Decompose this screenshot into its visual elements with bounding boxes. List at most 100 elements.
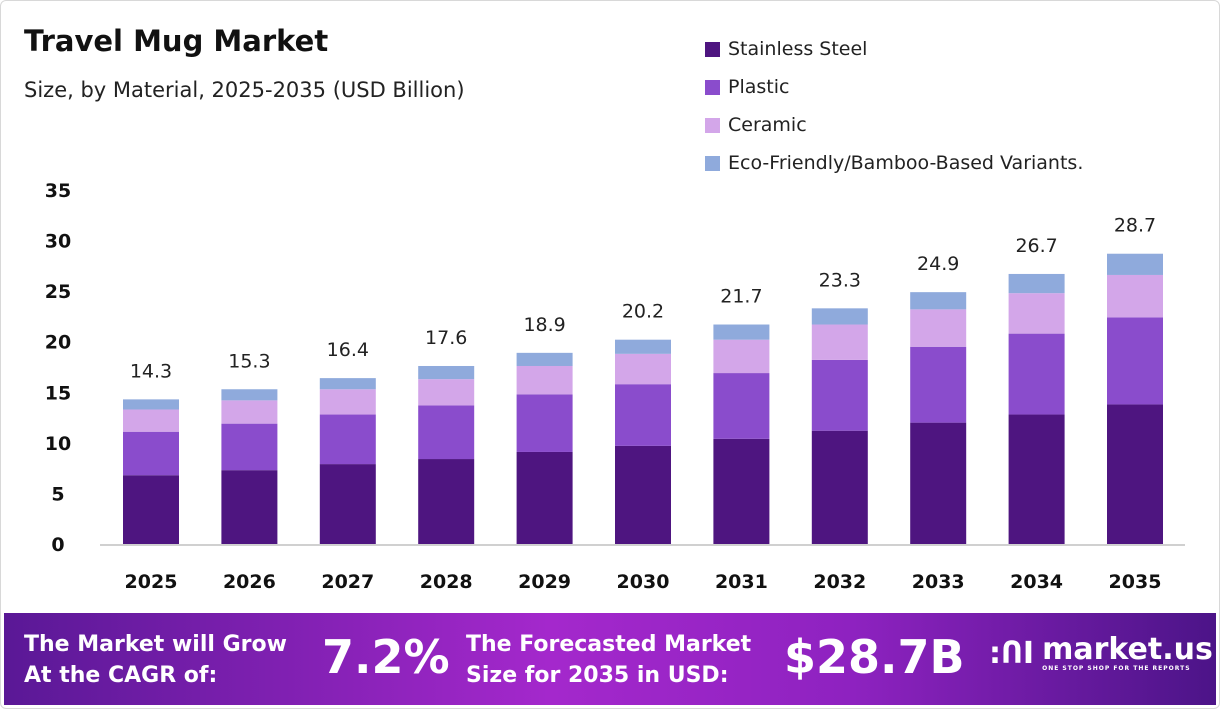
y-tick-label: 25: [45, 281, 71, 303]
x-tick-label: 2025: [125, 571, 178, 593]
bar-segment-2034-stainless: [1008, 414, 1065, 544]
logo-name: market.us: [1042, 632, 1213, 667]
x-tick-label: 2032: [813, 571, 866, 593]
bar-segment-2025-plastic: [123, 431, 179, 476]
forecast-label: The Forecasted Market Size for 2035 in US…: [466, 629, 751, 691]
bar-segment-2030-ceramic: [615, 353, 671, 385]
bar-total-label: 26.7: [1015, 235, 1057, 257]
chart-subtitle: Size, by Material, 2025-2035 (USD Billio…: [24, 78, 465, 102]
cagr-label: The Market will Grow At the CAGR of:: [24, 629, 287, 691]
market-us-logo: :ՈI market.us ONE STOP SHOP FOR THE REPOR…: [989, 632, 1213, 673]
bar-segment-2033-plastic: [910, 346, 967, 423]
bar-segment-2026-plastic: [221, 423, 278, 471]
bar-total-label: 17.6: [425, 327, 467, 349]
y-tick-label: 0: [51, 534, 64, 556]
bar-segment-2033-stainless: [910, 422, 967, 544]
bar-total-label: 16.4: [327, 339, 369, 361]
chart-plot: 0510152025303514.3202515.3202616.4202717…: [45, 180, 1185, 593]
legend-item-eco: Eco-Friendly/Bamboo-Based Variants.: [705, 144, 1083, 182]
bar-segment-2034-plastic: [1008, 333, 1065, 415]
x-tick-label: 2026: [223, 571, 276, 593]
bar-segment-2032-stainless: [811, 430, 868, 544]
y-tick-label: 5: [51, 483, 64, 505]
x-tick-label: 2030: [617, 571, 670, 593]
bar-segment-2031-stainless: [713, 438, 770, 544]
bar-segment-2025-ceramic: [123, 409, 179, 432]
bar-segment-2031-plastic: [713, 373, 770, 439]
bar-segment-2032-eco-friendly: [811, 308, 868, 325]
bar-segment-2030-plastic: [615, 384, 671, 446]
forecast-value: $28.7B: [784, 630, 965, 684]
y-tick-label: 10: [45, 433, 71, 455]
bar-segment-2035-eco-friendly: [1107, 253, 1163, 275]
bar-segment-2032-plastic: [811, 359, 868, 431]
bar-total-label: 20.2: [622, 301, 664, 323]
bar-segment-2030-stainless: [615, 445, 671, 544]
legend-item-plastic: Plastic: [705, 68, 1083, 106]
bar-segment-2029-stainless: [516, 451, 573, 544]
legend-label: Stainless Steel: [728, 38, 868, 60]
legend-label: Plastic: [728, 76, 790, 98]
bar-segment-2026-eco-friendly: [221, 389, 278, 401]
bar-segment-2029-eco-friendly: [516, 352, 573, 366]
bar-segment-2026-ceramic: [221, 400, 278, 424]
bar-segment-2029-ceramic: [516, 365, 573, 395]
x-tick-label: 2029: [518, 571, 571, 593]
bar-segment-2025-eco-friendly: [123, 399, 179, 410]
x-tick-label: 2035: [1109, 571, 1162, 593]
x-tick-label: 2028: [420, 571, 473, 593]
bar-segment-2028-eco-friendly: [418, 365, 475, 380]
bar-segment-2028-plastic: [418, 405, 475, 460]
cagr-label-line: The Market will Grow: [24, 632, 287, 657]
bar-segment-2035-stainless: [1107, 404, 1163, 544]
bar-segment-2027-stainless: [319, 464, 376, 544]
legend-item-ceramic: Ceramic: [705, 106, 1083, 144]
bar-segment-2028-ceramic: [418, 379, 475, 406]
bar-segment-2034-ceramic: [1008, 293, 1065, 334]
logo-tagline: ONE STOP SHOP FOR THE REPORTS: [1042, 665, 1191, 672]
x-tick-label: 2031: [715, 571, 768, 593]
bar-segment-2032-ceramic: [811, 324, 868, 360]
legend-swatch: [705, 41, 720, 57]
legend-swatch: [705, 117, 720, 133]
forecast-label-line: Size for 2035 in USD:: [466, 663, 729, 688]
forecast-label-line: The Forecasted Market: [466, 632, 752, 657]
y-tick-label: 30: [45, 231, 71, 253]
bar-segment-2027-ceramic: [319, 389, 376, 415]
bar-segment-2027-eco-friendly: [319, 378, 376, 390]
bar-total-label: 14.3: [130, 360, 172, 382]
bar-segment-2033-ceramic: [910, 309, 967, 347]
bar-segment-2025-stainless: [123, 475, 179, 544]
x-tick-label: 2034: [1010, 571, 1063, 593]
legend-label: Eco-Friendly/Bamboo-Based Variants.: [728, 152, 1084, 174]
summary-banner: The Market will Grow At the CAGR of: 7.2%…: [4, 613, 1216, 705]
bar-segment-2026-stainless: [221, 470, 278, 544]
bar-segment-2029-plastic: [516, 394, 573, 452]
bar-segment-2031-ceramic: [713, 339, 770, 374]
y-tick-label: 20: [45, 332, 71, 354]
chart-title: Travel Mug Market: [24, 24, 329, 58]
bar-segment-2027-plastic: [319, 414, 376, 465]
x-tick-label: 2033: [912, 571, 965, 593]
cagr-value: 7.2%: [322, 630, 450, 684]
x-tick-label: 2027: [321, 571, 374, 593]
bar-total-label: 15.3: [228, 350, 270, 372]
logo-icon: :ՈI: [989, 636, 1035, 671]
bar-segment-2031-eco-friendly: [713, 324, 770, 340]
y-tick-label: 15: [45, 382, 71, 404]
y-tick-label: 35: [45, 180, 71, 202]
legend-swatch: [705, 79, 720, 95]
cagr-label-line: At the CAGR of:: [24, 663, 218, 688]
bar-segment-2035-ceramic: [1107, 274, 1163, 318]
bar-segment-2033-eco-friendly: [910, 292, 967, 310]
legend-label: Ceramic: [728, 114, 807, 136]
bar-segment-2028-stainless: [418, 459, 475, 544]
legend: Stainless Steel Plastic Ceramic Eco-Frie…: [705, 30, 1083, 182]
bar-total-label: 28.7: [1114, 215, 1156, 237]
bar-segment-2030-eco-friendly: [615, 339, 671, 354]
bar-segment-2035-plastic: [1107, 317, 1163, 405]
bar-total-label: 21.7: [720, 286, 762, 308]
bar-total-label: 18.9: [523, 314, 565, 336]
legend-item-stainless-steel: Stainless Steel: [705, 30, 1083, 68]
bar-total-label: 23.3: [819, 269, 861, 291]
